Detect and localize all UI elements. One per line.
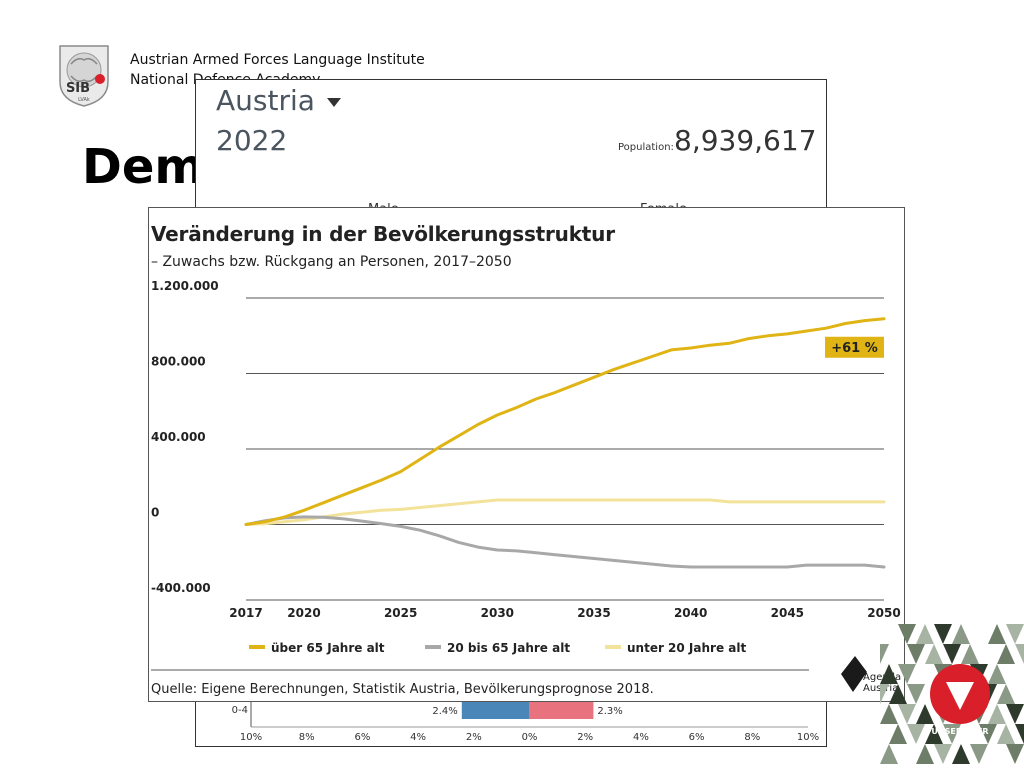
mosaic-triangle (889, 684, 907, 704)
chart-title: Veränderung in der Bevölkerungsstruktur (151, 222, 615, 246)
mosaic-triangle (880, 744, 898, 764)
pyramid-x-tick-label: 6% (689, 732, 705, 743)
mosaic-triangle (871, 644, 889, 664)
female-pct-label: 2.3% (597, 706, 622, 717)
mosaic-triangle (934, 744, 952, 764)
mosaic-triangle (1015, 724, 1024, 744)
pyramid-x-tick-label: 6% (354, 732, 370, 743)
series-line (244, 515, 886, 569)
x-tick-label: 2050 (867, 606, 900, 620)
mosaic-triangle (943, 724, 961, 744)
x-tick-label: 2045 (771, 606, 804, 620)
mosaic-triangle (988, 664, 1006, 684)
mosaic-triangle (898, 624, 916, 644)
mosaic-triangle (916, 624, 934, 644)
chart-subtitle: – Zuwachs bzw. Rückgang an Personen, 201… (151, 254, 512, 270)
y-tick-label: -400.000 (151, 581, 211, 595)
mosaic-triangle (1006, 624, 1024, 644)
line-chart: 1.200.000 800.000 400.000 0 -400.000 2017 202… (151, 279, 901, 671)
mosaic-triangle (907, 724, 925, 744)
mosaic-triangle (907, 644, 925, 664)
mosaic-triangle (916, 744, 934, 764)
mosaic-triangle (988, 624, 1006, 644)
x-tick-label: 2025 (384, 606, 417, 620)
x-tick-label: 2020 (287, 606, 320, 620)
mosaic-triangle (979, 724, 997, 744)
legend-label: unter 20 Jahre alt (627, 641, 746, 655)
pyramid-x-tick-label: 0% (522, 732, 538, 743)
mosaic-triangle (1006, 704, 1024, 724)
institute-line-1: Austrian Armed Forces Language Institute (130, 52, 425, 68)
pyramid-x-tick-label: 2% (577, 732, 593, 743)
mosaic-triangle (997, 684, 1015, 704)
y-tick-label: 800.000 (151, 355, 206, 369)
slide-title: Dem (82, 139, 205, 195)
mosaic-triangle (925, 644, 943, 664)
y-tick-label: 0 (151, 506, 159, 520)
series-line (244, 317, 886, 526)
mosaic-triangle (961, 644, 979, 664)
y-tick-label: 400.000 (151, 430, 206, 444)
pyramid-x-tick-label: 4% (633, 732, 649, 743)
legend-label: 20 bis 65 Jahre alt (447, 641, 570, 655)
mosaic-triangle (988, 704, 1006, 724)
sib-logo-subtext: LVAk (78, 97, 90, 103)
mosaic-triangle (925, 724, 943, 744)
series-line (244, 498, 886, 526)
mosaic-triangle (943, 644, 961, 664)
chart-card: Veränderung in der Bevölkerungsstruktur … (148, 207, 905, 702)
mosaic-triangle (898, 704, 916, 724)
x-tick-label: 2035 (577, 606, 610, 620)
mosaic-triangle (907, 684, 925, 704)
pyramid-x-tick-label: 10% (797, 732, 819, 743)
sib-logo: SIB LVAk (56, 42, 112, 108)
sib-logo-text: SIB (66, 81, 90, 96)
agenda-austria-logo (841, 656, 867, 692)
age-group-label: 0-4 (232, 705, 248, 716)
mosaic-triangle (898, 664, 916, 684)
country-selector[interactable]: Austria (216, 84, 315, 117)
mosaic-triangle (880, 664, 898, 684)
pyramid-x-tick-label: 4% (410, 732, 426, 743)
mosaic-triangle (952, 744, 970, 764)
mosaic-triangle (1006, 744, 1024, 764)
legend-label: über 65 Jahre alt (271, 641, 385, 655)
mosaic-triangle (934, 624, 952, 644)
mosaic-triangle (880, 704, 898, 724)
pyramid-x-tick-label: 8% (744, 732, 760, 743)
pyramid-x-tick-label: 8% (299, 732, 315, 743)
unser-heer-logo: UNSER HEER (871, 624, 1024, 768)
population-label: Population: (618, 142, 674, 153)
mosaic-triangle (970, 744, 988, 764)
unser-heer-text: UNSER HEER (931, 727, 988, 736)
male-bar (461, 701, 529, 719)
mosaic-triangle (1015, 644, 1024, 664)
mosaic-triangle (997, 644, 1015, 664)
year-value: 2022 (216, 124, 288, 157)
male-pct-label: 2.4% (432, 706, 457, 717)
mosaic-triangle (997, 724, 1015, 744)
annotation-badge (825, 336, 884, 358)
x-tick-label: 2030 (481, 606, 514, 620)
pyramid-x-tick-label: 10% (240, 732, 262, 743)
population-value: 8,939,617 (674, 124, 817, 157)
y-tick-label: 1.200.000 (151, 279, 219, 293)
chevron-down-icon[interactable] (326, 96, 342, 108)
x-tick-label: 2040 (674, 606, 707, 620)
pyramid-bottom-chart: 0-4 2.4% 2.3% 10% 8% 6% 4% 2% 0% 2% 4% 6% 8% 10% (232, 695, 819, 743)
annotation-label: +61 % (831, 341, 878, 356)
pyramid-x-tick-label: 2% (466, 732, 482, 743)
chart-source: Quelle: Eigene Berechnungen, Statistik A… (151, 682, 654, 697)
female-bar (529, 701, 594, 719)
mosaic-triangle (871, 684, 889, 704)
mosaic-triangle (916, 704, 934, 724)
x-tick-label: 2017 (229, 606, 262, 620)
agenda-line-1: Agenda (863, 672, 902, 683)
mosaic-triangle (952, 624, 970, 644)
mosaic-triangle (889, 724, 907, 744)
